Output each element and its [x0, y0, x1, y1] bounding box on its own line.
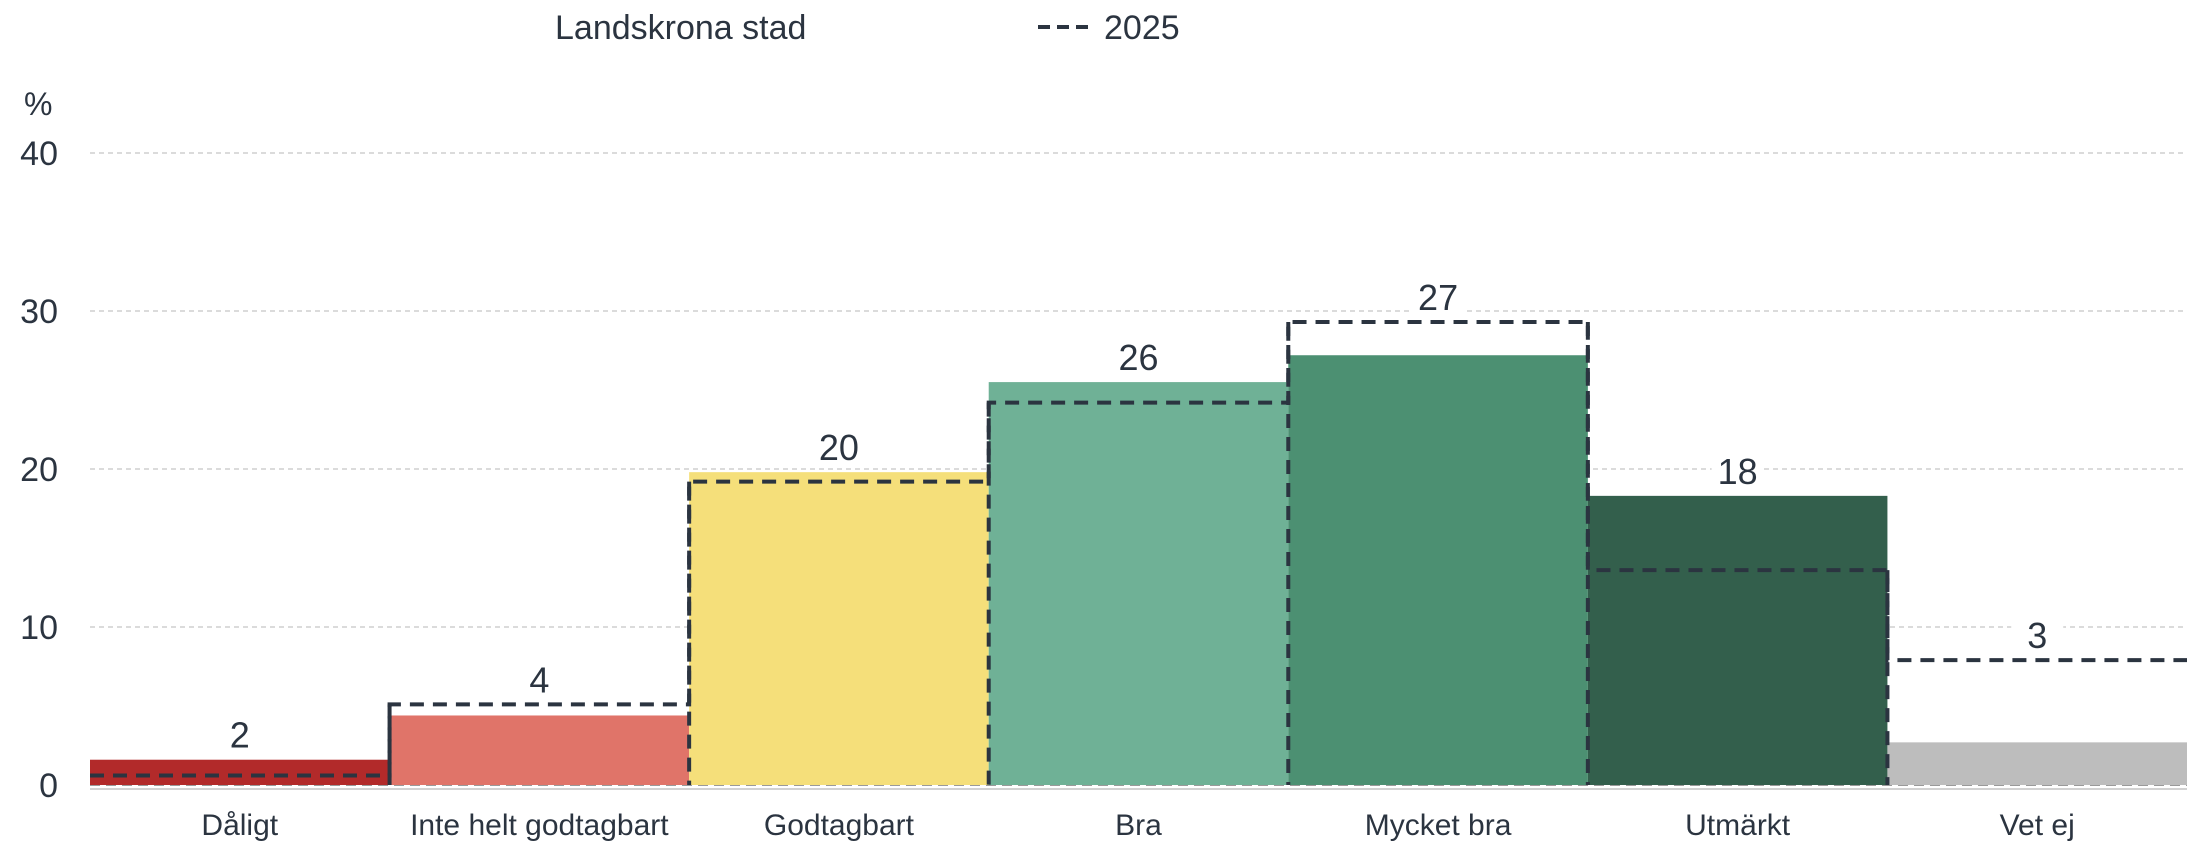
value-label-bg	[1711, 449, 1764, 490]
value-label: 18	[1718, 451, 1758, 492]
value-label-bg	[1112, 336, 1165, 377]
bar	[988, 382, 1289, 785]
x-category-label: Vet ej	[2000, 809, 2075, 842]
bar	[1288, 355, 1588, 785]
value-label: 2	[230, 715, 250, 756]
value-label: 26	[1118, 337, 1158, 378]
value-label: 3	[2027, 615, 2047, 656]
y-tick-label: 20	[20, 451, 58, 489]
bars-layer	[90, 355, 2187, 785]
x-category-label: Inte helt godtagbart	[410, 809, 669, 842]
x-category-label: Bra	[1115, 809, 1162, 842]
bar	[1887, 742, 2187, 785]
legend-label-landskrona-stad: Landskrona stad	[555, 9, 806, 47]
value-label: 20	[819, 427, 859, 468]
x-category-label: Mycket bra	[1365, 809, 1512, 842]
comparison-layer	[90, 320, 2187, 785]
value-label-bg	[513, 658, 566, 699]
labels-layer: 2 4 20 26 27 18 3 Dåligt Inte helt godtagbart God…	[201, 276, 2075, 842]
bar	[90, 759, 390, 785]
value-label-bg	[2011, 614, 2064, 655]
y-tick-label: 0	[39, 767, 58, 805]
x-category-label: Utmärkt	[1685, 809, 1791, 842]
y-tick-label: 10	[20, 609, 58, 647]
x-category-label: Dåligt	[201, 809, 278, 842]
bar	[1587, 495, 1888, 785]
value-label-bg	[213, 713, 266, 754]
y-axis-unit: %	[24, 86, 52, 122]
y-tick-label: 30	[20, 293, 58, 331]
comparison-2025-outline	[90, 320, 2187, 778]
x-category-label: Godtagbart	[764, 809, 915, 842]
value-label: 4	[529, 659, 549, 700]
value-label-bg	[1412, 276, 1465, 317]
bar	[689, 472, 989, 785]
legend: Landskrona stad 2025	[555, 9, 1180, 47]
value-label: 27	[1418, 277, 1458, 318]
y-tick-label: 40	[20, 135, 58, 173]
bar	[389, 715, 690, 785]
value-label-bg	[812, 426, 865, 467]
legend-label-2025: 2025	[1104, 9, 1180, 47]
